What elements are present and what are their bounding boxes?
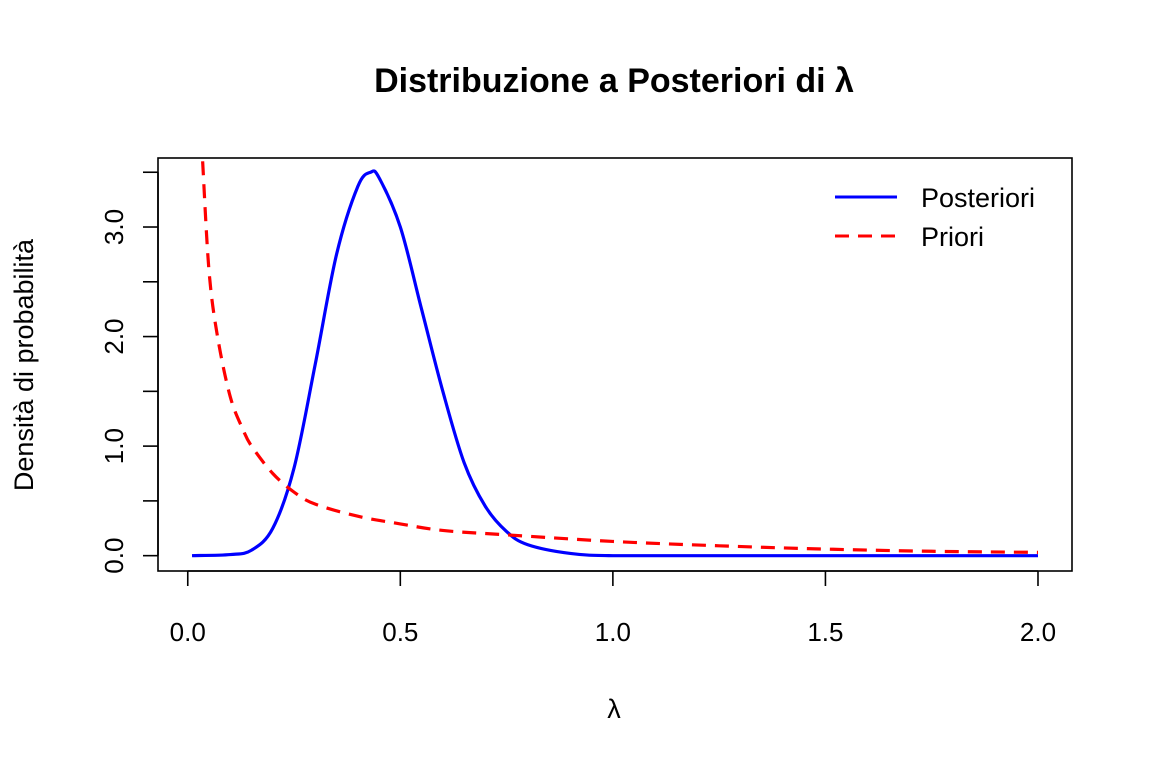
legend: Posteriori Priori <box>835 183 1035 252</box>
legend-label-priori: Priori <box>921 222 984 252</box>
series-line-priori <box>201 161 1039 554</box>
y-tick-label: 0.0 <box>99 538 129 574</box>
y-axis: 0.0 1.0 2.0 3.0 <box>99 171 159 574</box>
plot-area-frame <box>157 157 1073 572</box>
x-tick-label: 1.5 <box>807 617 843 647</box>
x-axis-label: λ <box>607 694 621 724</box>
y-tick-label: 2.0 <box>99 318 129 354</box>
x-tick-label: 2.0 <box>1020 617 1056 647</box>
x-axis: 0.0 0.5 1.0 1.5 2.0 <box>170 570 1056 647</box>
legend-label-posteriori: Posteriori <box>921 183 1035 213</box>
y-axis-label: Densità di probabilità <box>9 238 39 491</box>
x-tick-label: 0.5 <box>382 617 418 647</box>
y-tick-label: 1.0 <box>99 428 129 464</box>
chart-title: Distribuzione a Posteriori di λ <box>374 62 854 100</box>
series-layer <box>191 161 1039 558</box>
y-tick-label: 3.0 <box>99 209 129 245</box>
x-tick-label: 0.0 <box>170 617 206 647</box>
series-line-posteriori <box>191 169 1038 558</box>
x-tick-label: 1.0 <box>595 617 631 647</box>
